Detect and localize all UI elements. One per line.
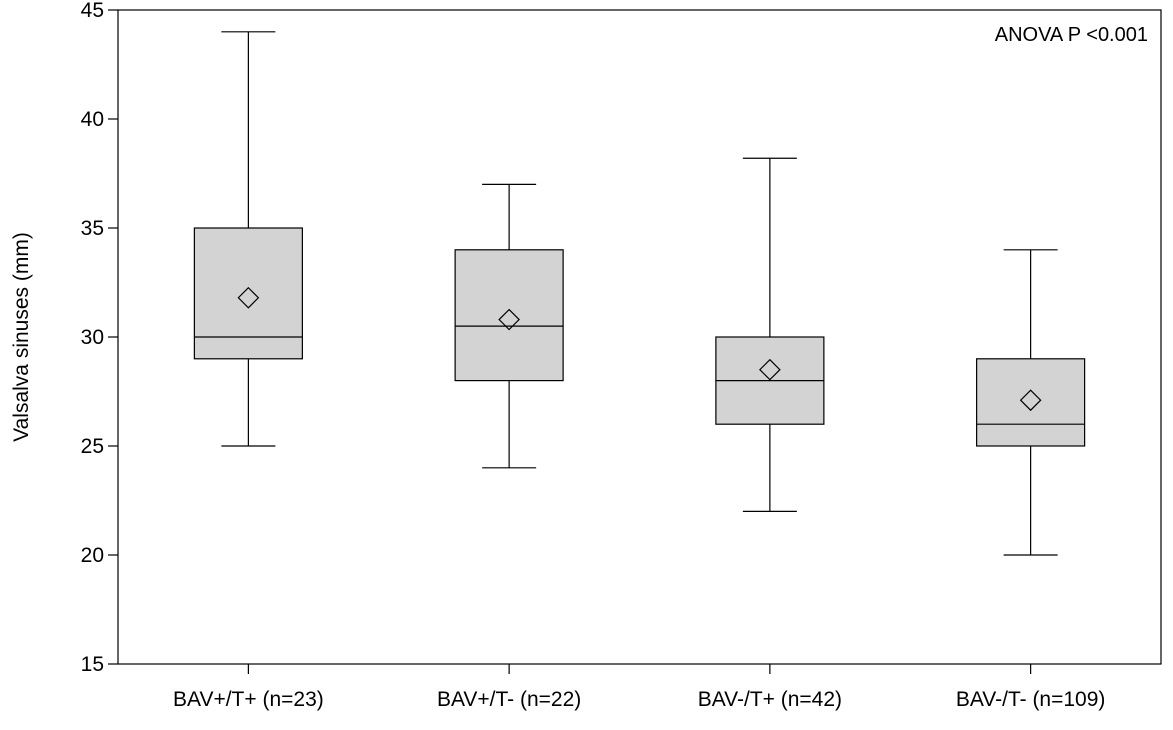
y-tick-label: 15 xyxy=(81,653,104,676)
anova-annotation: ANOVA P <0.001 xyxy=(995,24,1148,46)
mean-marker xyxy=(498,308,520,331)
y-tick-label: 25 xyxy=(81,435,104,458)
y-tick-label: 20 xyxy=(81,544,104,567)
x-tick-label: BAV-/T- (n=109) xyxy=(956,688,1106,711)
y-axis-label: Valsalva sinuses (mm) xyxy=(10,232,33,442)
box-group xyxy=(193,31,303,447)
mean-marker xyxy=(759,358,781,381)
box-series xyxy=(193,31,1086,556)
mean-marker xyxy=(1019,389,1042,412)
y-tick-label: 45 xyxy=(81,0,104,22)
x-tick-label: BAV+/T- (n=22) xyxy=(437,688,581,711)
interquartile-box xyxy=(193,227,303,360)
y-tick-label: 40 xyxy=(81,108,104,131)
x-tick-label: BAV+/T+ (n=23) xyxy=(173,688,324,711)
x-axis: BAV+/T+ (n=23) BAV+/T- (n=22) BAV-/T+ (n=4… xyxy=(173,664,1105,711)
box-group xyxy=(715,157,825,512)
box-group xyxy=(976,249,1086,556)
box-group xyxy=(454,183,564,469)
y-axis: 15 20 25 30 35 40 45 xyxy=(81,0,118,676)
x-tick-label: BAV-/T+ (n=42) xyxy=(698,688,842,711)
y-tick-label: 30 xyxy=(81,326,104,349)
y-tick-label: 35 xyxy=(81,217,104,240)
interquartile-box xyxy=(454,249,564,382)
interquartile-box xyxy=(976,358,1086,447)
mean-marker xyxy=(237,286,260,309)
